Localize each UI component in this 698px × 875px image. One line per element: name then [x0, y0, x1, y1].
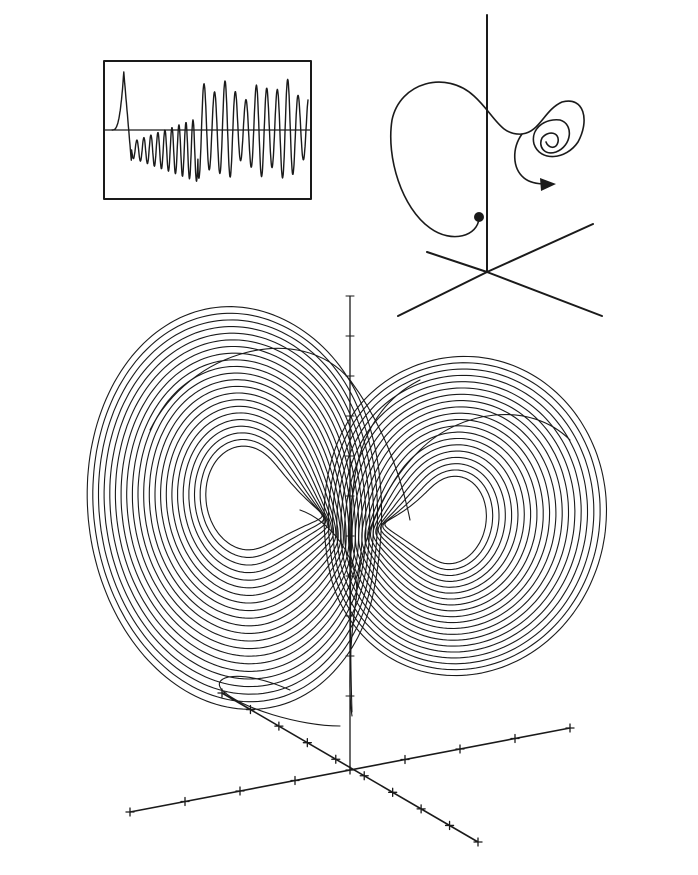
end-arrow-icon [540, 178, 556, 191]
left-lobe-curve [114, 339, 363, 672]
butterfly-attractor [86, 295, 608, 847]
axis-ticks [125, 295, 575, 847]
attractor-curves [86, 306, 608, 727]
left-lobe-curve [193, 432, 327, 566]
right-lobe-curve [361, 418, 544, 618]
left-lobe-curve [126, 352, 356, 657]
y-axis-tick [274, 721, 284, 731]
x-axis-tick [235, 786, 245, 796]
left-lobe-curve [171, 405, 335, 596]
left-lobe-curve [131, 359, 353, 650]
right-lobe-curve [369, 437, 525, 600]
left-lobe-curve [165, 399, 337, 604]
left-lobe-curve [154, 385, 342, 619]
left-lobe-curve [143, 372, 347, 634]
right-lobe-curve [382, 469, 494, 571]
x-axis-tick [345, 765, 355, 775]
right-lobe-curve [380, 463, 500, 577]
right-lobe-curve [327, 362, 601, 671]
x-axis-tick [290, 775, 300, 786]
trajectory-axis-down-left [397, 271, 488, 317]
trajectory-tail [513, 133, 547, 185]
y-axis-tick [416, 804, 426, 814]
trajectory-axis-right-up [486, 223, 594, 273]
right-lobe-curve [358, 412, 551, 624]
crossing-strand [218, 675, 341, 727]
left-lobe-curve [199, 438, 325, 558]
left-lobe-curve [177, 412, 332, 589]
right-lobe-curve [344, 387, 576, 647]
y-axis-tick [359, 771, 369, 781]
left-lobe-curve [92, 312, 379, 703]
time-series-inset [103, 60, 312, 200]
crossing-strand [355, 413, 571, 601]
left-lobe-curve [86, 306, 383, 710]
right-lobe-curve [351, 400, 563, 635]
left-lobe-curve [205, 445, 323, 551]
x-axis-tick [565, 723, 575, 733]
right-lobe-curve [340, 381, 582, 653]
right-lobe-curve [332, 368, 595, 665]
trajectory-sketch [389, 14, 603, 317]
left-lobe-curve [137, 365, 350, 642]
right-lobe-curve [375, 450, 513, 588]
x-axis-tick [510, 733, 520, 744]
right-lobe-curve [364, 425, 538, 612]
y-axis-tick [331, 754, 341, 764]
right-lobe-curve [323, 355, 608, 677]
y-axis-tick [473, 837, 483, 847]
right-lobe-curve [372, 444, 519, 594]
x-axis-tick [400, 754, 410, 765]
start-dot-icon [474, 212, 484, 222]
y-axis-tick [388, 787, 398, 797]
time-series-trace [111, 71, 309, 182]
trajectory-axis-left [426, 251, 488, 273]
right-lobe-curve [377, 456, 506, 582]
left-lobe-curve [103, 326, 371, 688]
right-lobe-curve [336, 374, 589, 659]
trajectory-loop [389, 81, 585, 238]
crossing-strand [149, 347, 411, 521]
y-axis-tick [444, 820, 455, 831]
right-lobe-curve [384, 475, 487, 565]
x-axis-tick [125, 807, 135, 817]
x-axis-tick [455, 744, 465, 754]
left-lobe-curve [160, 392, 339, 612]
left-lobe-curve [182, 419, 330, 581]
left-lobe-curve [148, 379, 344, 627]
left-lobe-curve [109, 332, 367, 680]
right-lobe-curve [367, 431, 532, 606]
y-axis-tick [302, 738, 312, 748]
x-axis-tick [180, 796, 190, 807]
right-lobe-curve [354, 406, 557, 630]
right-lobe-curve [347, 393, 570, 641]
left-lobe-curve [97, 319, 375, 695]
left-lobe-curve [120, 345, 360, 665]
trajectory-axis-right-down [486, 271, 603, 317]
left-lobe-curve [188, 425, 328, 574]
